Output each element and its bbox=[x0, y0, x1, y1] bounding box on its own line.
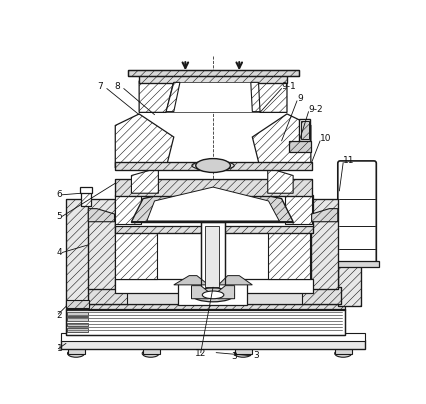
Bar bbox=[302, 287, 340, 304]
Text: 5: 5 bbox=[57, 212, 62, 221]
Bar bbox=[310, 199, 337, 290]
Text: 4: 4 bbox=[57, 248, 62, 257]
Text: 3: 3 bbox=[253, 351, 258, 360]
Text: 9-1: 9-1 bbox=[281, 82, 296, 91]
Bar bbox=[299, 119, 309, 141]
Bar bbox=[335, 261, 378, 267]
Bar bbox=[66, 306, 88, 310]
Bar bbox=[66, 309, 344, 335]
Bar bbox=[115, 162, 311, 170]
Ellipse shape bbox=[142, 349, 159, 357]
Text: 1: 1 bbox=[57, 344, 62, 353]
Ellipse shape bbox=[202, 291, 223, 299]
Bar bbox=[66, 304, 344, 310]
Bar bbox=[205, 225, 219, 287]
Bar bbox=[66, 309, 344, 335]
Bar bbox=[60, 333, 364, 341]
Bar bbox=[81, 192, 90, 206]
Polygon shape bbox=[166, 82, 179, 112]
FancyBboxPatch shape bbox=[337, 161, 375, 264]
Polygon shape bbox=[267, 168, 293, 193]
Text: 6: 6 bbox=[57, 190, 62, 199]
Polygon shape bbox=[252, 114, 310, 168]
Polygon shape bbox=[252, 81, 286, 112]
Text: 8: 8 bbox=[114, 82, 120, 91]
Bar bbox=[88, 287, 127, 304]
Ellipse shape bbox=[195, 159, 230, 173]
Polygon shape bbox=[250, 82, 259, 112]
Bar bbox=[88, 199, 115, 290]
Bar bbox=[114, 195, 312, 225]
Bar bbox=[66, 317, 88, 321]
Polygon shape bbox=[166, 82, 259, 112]
Bar bbox=[115, 162, 311, 170]
Bar bbox=[310, 199, 337, 290]
Polygon shape bbox=[191, 286, 208, 299]
Bar bbox=[288, 141, 310, 152]
Polygon shape bbox=[131, 183, 293, 222]
Bar bbox=[339, 162, 374, 263]
Polygon shape bbox=[284, 195, 311, 224]
Text: 7: 7 bbox=[97, 82, 102, 91]
Bar bbox=[288, 141, 310, 152]
Ellipse shape bbox=[191, 288, 234, 302]
Bar bbox=[115, 179, 311, 196]
Bar bbox=[66, 312, 88, 316]
Ellipse shape bbox=[234, 349, 251, 357]
Bar bbox=[267, 232, 309, 280]
Text: 2: 2 bbox=[57, 311, 62, 320]
Bar bbox=[235, 347, 252, 354]
Bar bbox=[114, 232, 156, 280]
Polygon shape bbox=[114, 195, 141, 224]
Bar bbox=[114, 224, 312, 233]
Text: 10: 10 bbox=[320, 134, 331, 143]
Bar bbox=[200, 222, 225, 291]
Polygon shape bbox=[173, 276, 208, 285]
Bar bbox=[127, 70, 298, 76]
Text: 9: 9 bbox=[296, 94, 302, 103]
Bar bbox=[81, 192, 90, 206]
Bar bbox=[114, 280, 312, 293]
Bar bbox=[127, 70, 298, 76]
Bar bbox=[66, 323, 88, 326]
Polygon shape bbox=[311, 208, 337, 222]
Bar bbox=[177, 283, 246, 305]
Bar bbox=[335, 347, 351, 354]
Text: 12: 12 bbox=[194, 349, 205, 358]
Bar bbox=[143, 347, 160, 354]
Text: 11: 11 bbox=[343, 156, 354, 165]
Bar bbox=[66, 199, 89, 306]
Bar bbox=[139, 74, 286, 83]
Bar bbox=[114, 224, 312, 233]
Bar bbox=[66, 199, 89, 306]
Ellipse shape bbox=[67, 349, 84, 357]
Bar bbox=[88, 199, 115, 290]
Bar bbox=[337, 199, 360, 306]
Polygon shape bbox=[131, 168, 158, 193]
Bar bbox=[115, 179, 311, 196]
Polygon shape bbox=[88, 208, 114, 222]
Bar bbox=[88, 287, 340, 304]
Text: 9-2: 9-2 bbox=[308, 105, 322, 114]
Bar bbox=[66, 328, 88, 332]
Polygon shape bbox=[147, 187, 279, 221]
Bar bbox=[80, 187, 92, 193]
Bar bbox=[337, 199, 360, 306]
Bar bbox=[68, 347, 85, 354]
Polygon shape bbox=[115, 114, 173, 168]
Text: 3: 3 bbox=[231, 352, 237, 361]
Bar bbox=[60, 339, 364, 349]
Polygon shape bbox=[217, 286, 234, 299]
Polygon shape bbox=[218, 276, 252, 285]
Bar bbox=[300, 121, 308, 139]
Polygon shape bbox=[139, 81, 173, 112]
Bar bbox=[66, 304, 344, 310]
Ellipse shape bbox=[334, 349, 351, 357]
Bar bbox=[139, 74, 286, 83]
Bar bbox=[66, 300, 89, 308]
